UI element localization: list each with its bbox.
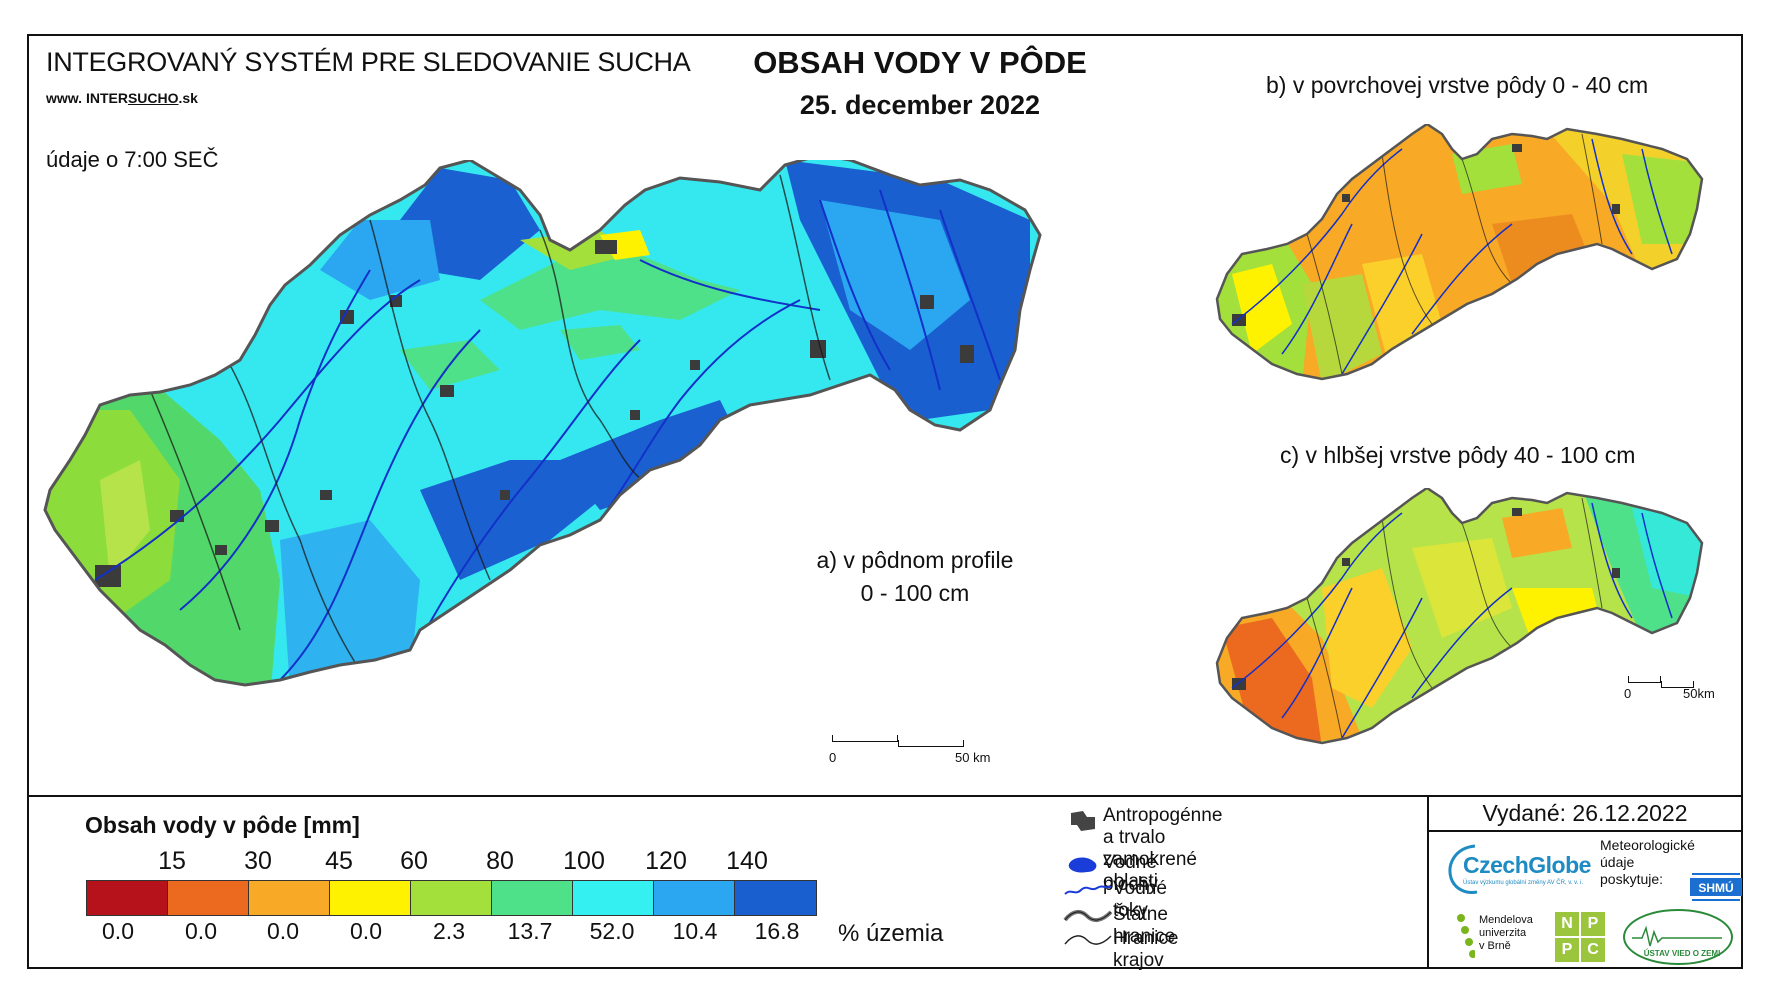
scalebar-c-right bbox=[1661, 681, 1694, 688]
scalebar-c-start: 0 bbox=[1624, 686, 1632, 701]
czechglobe-logo: CzechGlobe Ústav výzkumu globální změny … bbox=[1445, 840, 1591, 898]
legend-swatch bbox=[573, 881, 654, 915]
map-b-label: b) v povrchovej vrstve pôdy 0 - 40 cm bbox=[1266, 72, 1649, 98]
legend-threshold: 15 bbox=[158, 847, 186, 875]
time-note: údaje o 7:00 SEČ bbox=[46, 147, 219, 172]
legend-divider bbox=[27, 795, 1743, 797]
legend-swatch bbox=[654, 881, 735, 915]
legend-colorbar bbox=[86, 880, 817, 916]
legend-threshold: 120 bbox=[645, 847, 687, 875]
legend-percentage: 13.7 bbox=[507, 918, 553, 944]
legend-swatch bbox=[735, 881, 816, 915]
legend-threshold: 100 bbox=[563, 847, 605, 875]
map-a-label: a) v pôdnom profile bbox=[816, 547, 1014, 573]
scalebar-c-left bbox=[1628, 676, 1661, 683]
region-border-icon bbox=[1063, 928, 1113, 952]
water-body-icon bbox=[1063, 852, 1103, 876]
meteo-provider-note: Meteorologické údaje poskytuje: bbox=[1600, 837, 1695, 887]
legend-percentage: 0.0 bbox=[102, 918, 134, 944]
issued-date: Vydané: 26.12.2022 bbox=[1482, 800, 1688, 826]
legend-percentage: 16.8 bbox=[754, 918, 800, 944]
website-link[interactable]: www. INTERSUCHO.sk bbox=[46, 90, 198, 106]
footer-divider bbox=[1427, 795, 1429, 969]
scalebar-main-left bbox=[832, 735, 898, 742]
nppc-logo: N P P C bbox=[1555, 912, 1605, 962]
legend-threshold: 45 bbox=[325, 847, 353, 875]
scalebar-main-start: 0 bbox=[829, 750, 837, 765]
legend-threshold: 60 bbox=[400, 847, 428, 875]
legend-swatch bbox=[87, 881, 168, 915]
legend-anthropogenic: Antropogénne a trvalo zamokrené oblasti bbox=[1063, 805, 1232, 893]
map-c-deep-layer bbox=[1215, 488, 1704, 745]
shmu-text: SHMÚ bbox=[1698, 880, 1733, 895]
issued-divider bbox=[1427, 830, 1743, 832]
legend-threshold: 30 bbox=[244, 847, 272, 875]
scalebar-c-end: 50km bbox=[1683, 686, 1715, 701]
page-date: 25. december 2022 bbox=[799, 90, 1041, 120]
map-a-depth: 0 - 100 cm bbox=[860, 580, 970, 606]
legend-percentage: 2.3 bbox=[433, 918, 465, 944]
mendel-university-logo: Mendelova univerzita v Brně bbox=[1455, 912, 1545, 968]
scalebar-main-end: 50 km bbox=[955, 750, 991, 765]
legend-percent-unit: % územia bbox=[838, 920, 944, 947]
legend-swatch bbox=[492, 881, 573, 915]
shmu-logo: SHMÚ bbox=[1690, 870, 1742, 904]
legend-percentages: 0.0 0.0 0.0 0.0 2.3 13.7 52.0 10.4 16.8 bbox=[86, 918, 886, 948]
map-frame bbox=[27, 34, 1743, 969]
legend-percentage: 0.0 bbox=[350, 918, 382, 944]
anthropogenic-area-icon bbox=[1063, 805, 1103, 831]
uvz-text: ÚSTAV VIED O ZEMI bbox=[1644, 949, 1721, 958]
legend-threshold: 140 bbox=[726, 847, 768, 875]
legend-thresholds: 15 30 45 60 80 100 120 140 bbox=[86, 847, 886, 877]
legend-threshold: 80 bbox=[486, 847, 514, 875]
earth-science-institute-logo: ÚSTAV VIED O ZEMI bbox=[1622, 908, 1734, 966]
legend-percentage: 10.4 bbox=[672, 918, 718, 944]
legend-swatch bbox=[249, 881, 330, 915]
legend-percentage: 52.0 bbox=[589, 918, 635, 944]
map-b-surface-layer bbox=[1215, 124, 1704, 381]
legend-state-border: Štátne hranice bbox=[1063, 904, 1175, 948]
legend-title: Obsah vody v pôde [mm] bbox=[85, 812, 360, 838]
map-a-soil-profile bbox=[43, 160, 1042, 687]
legend-water-bodies: Vodné plochy bbox=[1063, 852, 1168, 896]
legend-swatch bbox=[330, 881, 411, 915]
page-title: OBSAH VODY V PÔDE bbox=[753, 45, 1087, 80]
map-c-label: c) v hlbšej vrstve pôdy 40 - 100 cm bbox=[1280, 442, 1636, 468]
stream-icon bbox=[1063, 878, 1113, 902]
legend-percentage: 0.0 bbox=[185, 918, 217, 944]
legend-percentage: 0.0 bbox=[267, 918, 299, 944]
legend-swatch bbox=[168, 881, 249, 915]
legend-region-border: Hranice krajov bbox=[1063, 928, 1178, 972]
legend-water-streams: Vodné toky bbox=[1063, 878, 1167, 922]
scalebar-main-right bbox=[898, 740, 964, 747]
state-border-icon bbox=[1063, 904, 1113, 928]
system-title: INTEGROVANÝ SYSTÉM PRE SLEDOVANIE SUCHA bbox=[46, 47, 691, 77]
legend-swatch bbox=[411, 881, 492, 915]
